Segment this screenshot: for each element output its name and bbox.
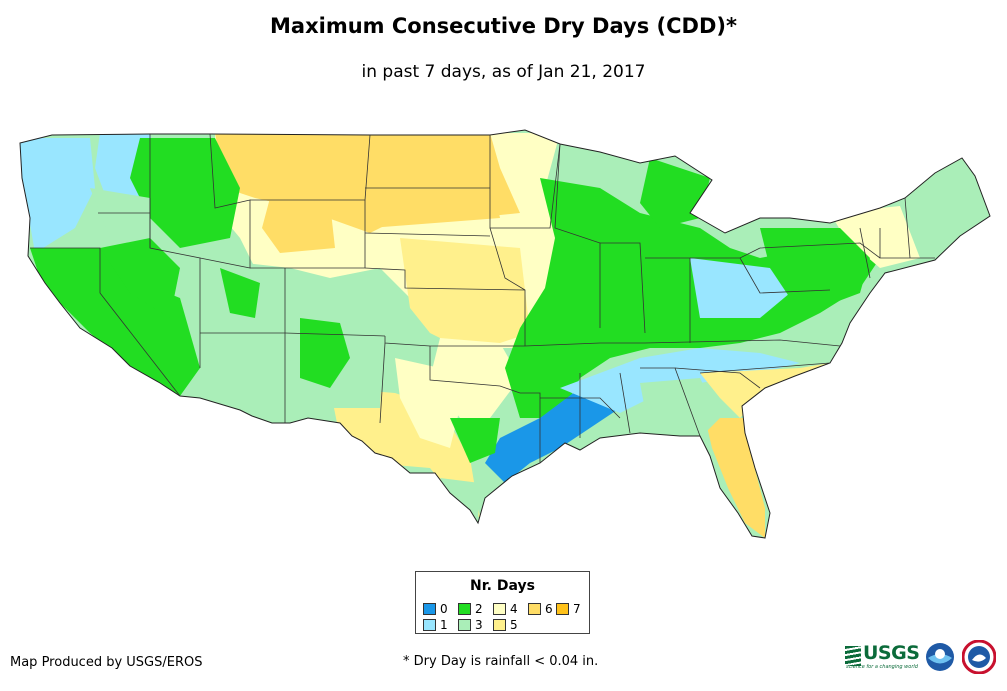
legend-item-4: 4 xyxy=(493,603,518,615)
usgs-logo-text: USGS xyxy=(863,642,920,664)
legend-item-5: 5 xyxy=(493,619,518,631)
usgs-tagline: science for a changing world xyxy=(846,664,918,670)
legend-item-7: 7 xyxy=(556,603,581,615)
legend-swatch-1 xyxy=(423,619,436,631)
map-title: Maximum Consecutive Dry Days (CDD)* xyxy=(270,14,737,38)
noaa-logo-icon xyxy=(926,643,954,671)
legend-swatch-7 xyxy=(556,603,569,615)
legend: Nr. Days 0 1 2 3 4 5 6 7 xyxy=(415,571,590,634)
legend-swatch-2 xyxy=(458,603,471,615)
legend-item-6: 6 xyxy=(528,603,553,615)
us-dry-days-map xyxy=(19,129,991,539)
nws-logo-icon xyxy=(962,640,996,674)
legend-item-3: 3 xyxy=(458,619,483,631)
dry-day-footnote: * Dry Day is rainfall < 0.04 in. xyxy=(403,654,599,669)
legend-swatch-5 xyxy=(493,619,506,631)
legend-title: Nr. Days xyxy=(470,578,535,594)
legend-item-0: 0 xyxy=(423,603,448,615)
map-credit: Map Produced by USGS/EROS xyxy=(10,655,203,670)
legend-swatch-0 xyxy=(423,603,436,615)
legend-item-2: 2 xyxy=(458,603,483,615)
legend-item-1: 1 xyxy=(423,619,448,631)
usgs-logo-icon: USGS science for a changing world xyxy=(845,642,920,670)
map-subtitle: in past 7 days, as of Jan 21, 2017 xyxy=(361,62,646,82)
legend-swatch-4 xyxy=(493,603,506,615)
legend-swatch-6 xyxy=(528,603,541,615)
legend-swatch-3 xyxy=(458,619,471,631)
